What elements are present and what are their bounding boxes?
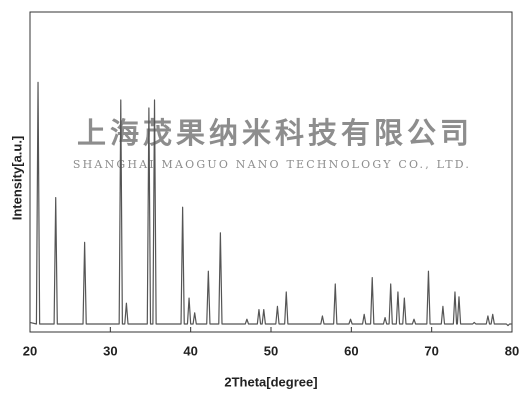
- y-axis-label: Intensity[a.u.]: [9, 136, 24, 221]
- watermark-en: SHANGHAI MAOGUO NANO TECHNOLOGY CO., LTD…: [73, 158, 471, 171]
- watermark: 上海茂果纳米科技有限公司: [77, 116, 473, 150]
- x-axis-label: 2Theta[degree]: [224, 374, 317, 389]
- x-tick-label: 20: [23, 343, 37, 358]
- x-tick-label: 80: [505, 343, 519, 358]
- x-tick-label: 40: [183, 343, 197, 358]
- x-tick-label: 50: [264, 343, 278, 358]
- plot-frame: [29, 11, 513, 333]
- xrd-line: [29, 81, 512, 327]
- x-tick-label: 70: [424, 343, 438, 358]
- x-tick-label: 60: [344, 343, 358, 358]
- x-tick-label: 30: [103, 343, 117, 358]
